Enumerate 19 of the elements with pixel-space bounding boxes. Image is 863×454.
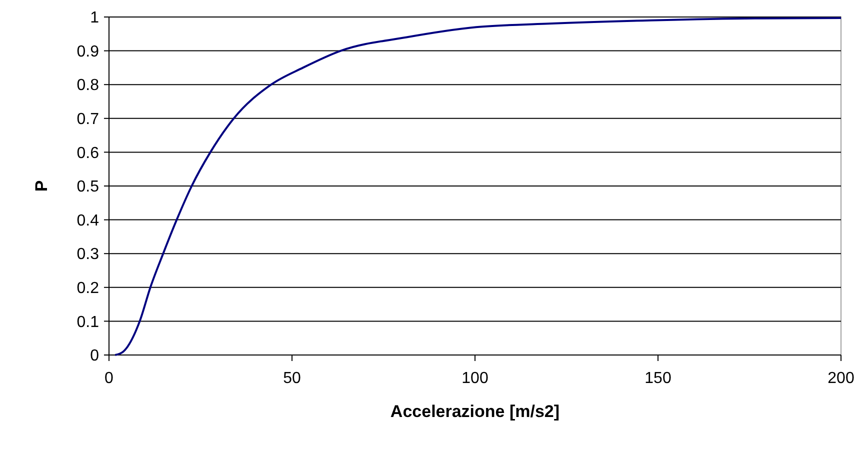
y-tick-label: 0.2: [76, 280, 100, 297]
x-tick-label: 150: [644, 370, 672, 387]
x-tick-label: 0: [104, 370, 114, 387]
y-tick-label: 0.3: [76, 246, 100, 264]
y-tick-label: 0.8: [76, 77, 100, 94]
x-tick-label: 200: [828, 370, 854, 387]
y-tick-label: 0.4: [76, 212, 100, 230]
x-axis-title: Accelerazione [m/s2]: [390, 402, 560, 421]
y-tick-label: 0.5: [76, 178, 100, 196]
y-tick-label: 0.1: [76, 314, 100, 331]
y-axis-title: P: [32, 180, 51, 192]
y-tick-label: 0.6: [76, 144, 100, 162]
y-tick-label: 0: [90, 348, 100, 365]
x-tick-label: 50: [283, 370, 301, 387]
y-tick-label: 0.9: [76, 43, 100, 60]
line-series: [114, 17, 842, 356]
x-tick-label: 100: [462, 370, 488, 387]
y-tick-label: 0.7: [76, 111, 100, 128]
y-tick-label: 1: [90, 10, 100, 27]
